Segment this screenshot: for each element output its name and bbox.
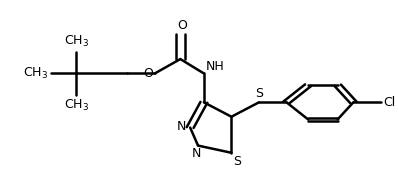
Text: S: S: [255, 87, 263, 100]
Text: S: S: [233, 155, 241, 168]
Text: CH$_3$: CH$_3$: [63, 98, 89, 113]
Text: O: O: [143, 67, 153, 80]
Text: CH$_3$: CH$_3$: [24, 66, 49, 81]
Text: NH: NH: [206, 60, 225, 73]
Text: Cl: Cl: [383, 96, 395, 109]
Text: CH$_3$: CH$_3$: [63, 34, 89, 49]
Text: N: N: [177, 120, 186, 133]
Text: O: O: [177, 19, 187, 32]
Text: N: N: [192, 147, 201, 160]
